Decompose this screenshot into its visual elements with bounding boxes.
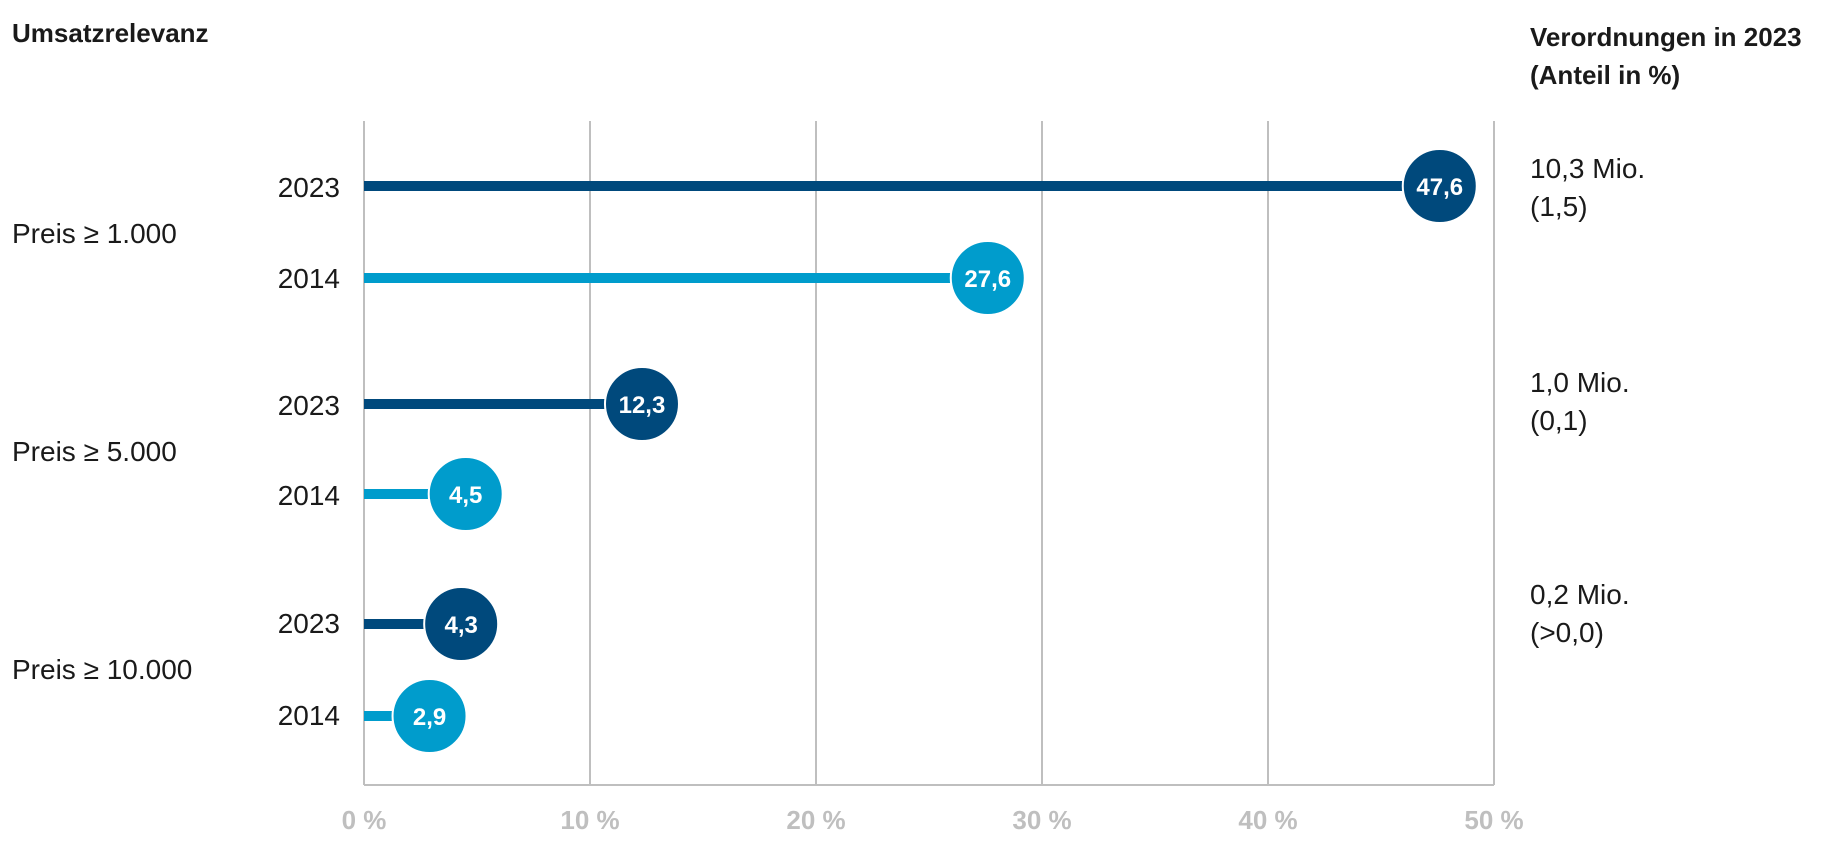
right-header-line2: (Anteil in %)	[1530, 60, 1681, 90]
data-label: 12,3	[619, 392, 666, 419]
x-tick-label: 30 %	[1012, 805, 1071, 835]
annotation-line2: (1,5)	[1530, 191, 1588, 222]
annotation-line1: 1,0 Mio.	[1530, 367, 1630, 398]
annotation-prescriptions: 1,0 Mio. (0,1)	[1530, 364, 1630, 440]
group-label: Preis ≥ 10.000	[12, 654, 193, 685]
annotation-line1: 0,2 Mio.	[1530, 579, 1630, 610]
x-tick-label: 50 %	[1464, 805, 1523, 835]
x-tick-label: 40 %	[1238, 805, 1297, 835]
year-label: 2014	[277, 263, 340, 294]
chart-right-header: Verordnungen in 2023 (Anteil in %)	[1530, 18, 1840, 94]
right-header-line1: Verordnungen in 2023	[1530, 22, 1802, 52]
bar-marker	[427, 456, 504, 532]
group-label: Preis ≥ 5.000	[12, 436, 177, 467]
chart-left-header: Umsatzrelevanz	[12, 18, 209, 48]
year-label: 2023	[277, 172, 340, 203]
annotation-line2: (>0,0)	[1530, 617, 1604, 648]
group-label: Preis ≥ 1.000	[12, 218, 177, 249]
year-label: 2023	[277, 390, 340, 421]
bar-marker	[1401, 148, 1478, 224]
annotation-line2: (0,1)	[1530, 405, 1588, 436]
data-label: 2,9	[413, 704, 446, 731]
bar-marker	[603, 366, 680, 442]
year-label: 2023	[277, 608, 340, 639]
bar-marker	[391, 678, 468, 754]
data-label: 47,6	[1416, 174, 1463, 201]
data-label: 4,3	[444, 612, 477, 639]
bar-marker	[423, 586, 500, 662]
x-tick-label: 20 %	[786, 805, 845, 835]
data-label: 27,6	[964, 266, 1011, 293]
annotation-prescriptions: 10,3 Mio. (1,5)	[1530, 150, 1645, 226]
data-label: 4,5	[449, 482, 482, 509]
x-tick-label: 0 %	[342, 805, 387, 835]
x-tick-label: 10 %	[560, 805, 619, 835]
annotation-prescriptions: 0,2 Mio. (>0,0)	[1530, 576, 1630, 652]
year-label: 2014	[277, 700, 340, 731]
year-label: 2014	[277, 480, 340, 511]
annotation-line1: 10,3 Mio.	[1530, 153, 1646, 184]
bar-marker	[949, 240, 1026, 316]
